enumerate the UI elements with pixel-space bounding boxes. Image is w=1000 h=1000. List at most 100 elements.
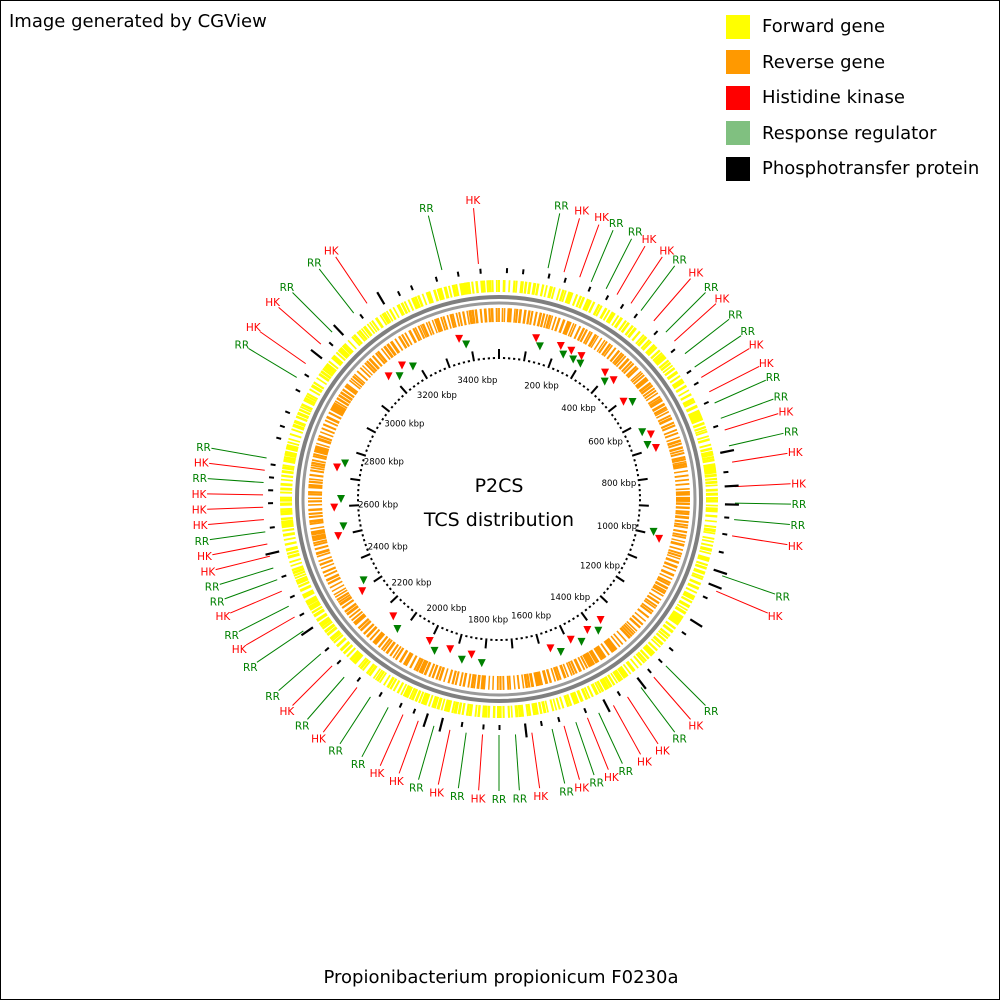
reverse-gene	[539, 313, 546, 328]
phosphotransfer-tick	[713, 424, 719, 429]
scale-tick	[367, 444, 370, 448]
forward-gene	[280, 478, 293, 482]
legend-item-phosphotransfer-protein: Phosphotransfer protein	[726, 151, 979, 187]
label-leader-line	[209, 462, 265, 471]
reverse-gene	[483, 308, 488, 323]
reverse-gene	[433, 318, 441, 333]
reverse-gene	[600, 643, 610, 656]
label-leader-line	[292, 292, 333, 333]
forward-gene	[688, 411, 702, 420]
backbone-inner	[301, 301, 697, 697]
reverse-gene	[651, 402, 666, 413]
center-subtitle: TCS distribution	[423, 509, 574, 531]
reverse-gene	[661, 424, 676, 432]
forward-gene	[362, 325, 373, 337]
reverse-gene	[421, 323, 430, 338]
reverse-gene	[451, 670, 457, 685]
scale-label: 2600 kbp	[358, 500, 398, 510]
reverse-gene	[667, 551, 682, 558]
reverse-gene	[625, 365, 638, 377]
phosphotransfer-tick	[521, 269, 525, 275]
scale-tick	[599, 595, 609, 604]
reverse-gene	[361, 364, 373, 376]
reverse-gene	[554, 317, 561, 332]
hk-label: HK	[193, 520, 209, 532]
scale-tick	[400, 394, 404, 398]
scale-label: 1400 kbp	[550, 593, 590, 603]
rr-marker	[408, 362, 417, 371]
reverse-gene	[616, 630, 627, 642]
reverse-gene	[536, 312, 543, 327]
forward-gene	[351, 652, 363, 664]
rr-label: RR	[609, 218, 624, 230]
forward-gene	[291, 565, 304, 572]
reverse-gene	[618, 357, 630, 371]
forward-gene	[705, 514, 718, 518]
phosphotransfer-tick	[332, 324, 345, 336]
reverse-gene	[380, 347, 391, 361]
forward-gene	[583, 687, 591, 699]
forward-gene	[365, 663, 376, 675]
phosphotransfer-tick	[547, 273, 551, 279]
label-leader-line	[212, 543, 268, 556]
forward-gene	[701, 455, 715, 461]
reverse-gene	[389, 643, 400, 657]
label-leader-line	[245, 616, 295, 646]
label-leader-line	[627, 696, 659, 745]
reverse-gene	[559, 664, 567, 679]
forward-gene	[664, 367, 676, 377]
forward-gene	[381, 312, 391, 325]
reverse-gene	[468, 310, 474, 325]
hk-marker	[384, 372, 393, 381]
forward-gene	[662, 623, 674, 634]
forward-gene	[323, 365, 336, 375]
scale-tick	[402, 602, 406, 605]
scale-tick	[392, 591, 396, 595]
reverse-gene	[671, 538, 686, 543]
scale-tick	[628, 444, 631, 448]
phosphotransfer-tick	[702, 595, 708, 600]
label-leader-line	[208, 519, 264, 525]
forward-gene	[558, 289, 565, 302]
label-leader-line	[398, 720, 419, 774]
reverse-gene	[308, 483, 323, 488]
reverse-gene	[654, 580, 669, 590]
reverse-gene	[423, 661, 432, 676]
forward-gene	[512, 280, 516, 293]
forward-gene	[662, 364, 674, 374]
rr-label: RR	[210, 597, 225, 609]
forward-gene	[665, 620, 677, 630]
reverse-gene	[674, 515, 690, 520]
forward-gene	[640, 339, 651, 350]
forward-gene	[629, 658, 639, 669]
rr-label: RR	[235, 339, 250, 351]
forward-gene	[284, 450, 298, 457]
reverse-gene	[320, 562, 335, 570]
reverse-gene	[606, 637, 618, 651]
reverse-gene	[508, 675, 512, 690]
scale-tick	[361, 533, 364, 537]
hk-label: HK	[311, 734, 327, 746]
forward-gene	[301, 589, 314, 598]
reverse-gene	[442, 315, 449, 330]
forward-gene	[569, 692, 577, 705]
reverse-gene	[582, 330, 592, 344]
forward-gene	[700, 542, 714, 547]
hk-marker	[556, 342, 565, 351]
scale-tick	[390, 405, 394, 409]
scale-tick	[374, 566, 378, 570]
forward-gene	[699, 443, 712, 449]
forward-gene	[576, 689, 584, 703]
scale-tick	[584, 608, 588, 612]
reverse-gene	[644, 597, 658, 608]
phosphotransfer-tick	[434, 276, 439, 282]
reverse-gene	[359, 620, 372, 632]
reverse-gene	[431, 664, 439, 679]
forward-gene	[704, 473, 717, 478]
reverse-gene	[455, 312, 461, 327]
forward-gene	[342, 644, 354, 655]
forward-gene	[692, 421, 705, 429]
reverse-gene	[638, 381, 652, 393]
hk-label: HK	[715, 293, 731, 305]
forward-gene	[459, 283, 465, 296]
